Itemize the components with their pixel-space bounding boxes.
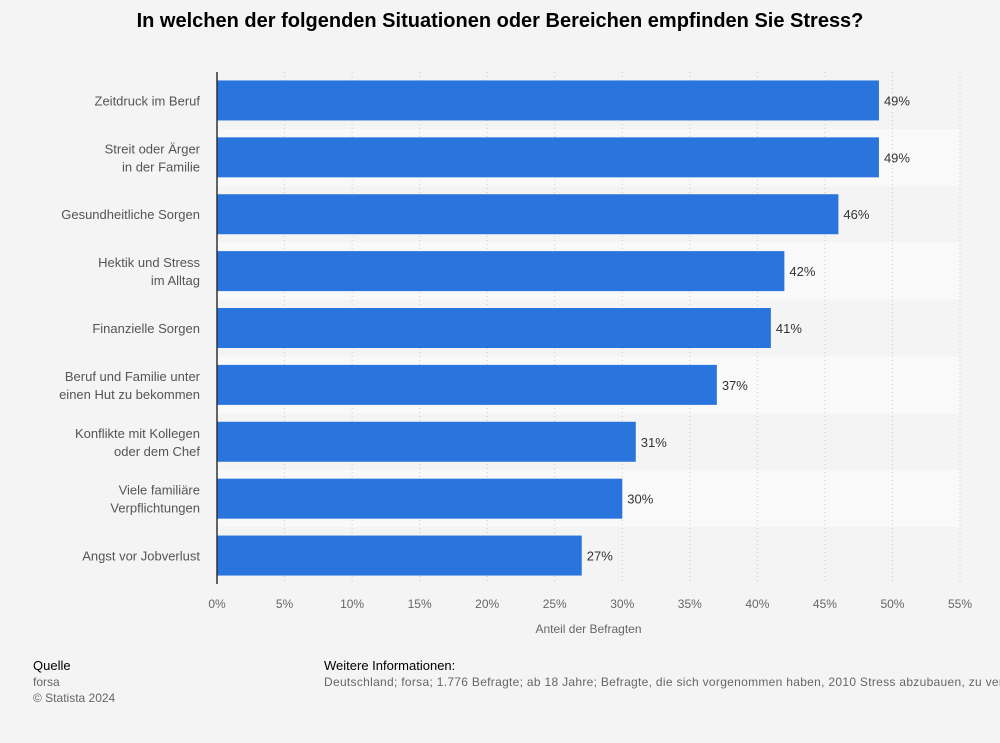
value-label: 49% <box>884 93 910 108</box>
x-tick-label: 25% <box>543 597 567 611</box>
x-axis-title: Anteil der Befragten <box>535 622 641 636</box>
category-label: Beruf und Familie unter einen Hut zu beko… <box>59 369 201 402</box>
x-tick-label: 10% <box>340 597 364 611</box>
copyright: © Statista 2024 <box>33 691 116 705</box>
x-tick-label: 20% <box>475 597 499 611</box>
bar <box>217 194 839 235</box>
category-label: Streit oder Ärger in der Familie <box>105 141 201 174</box>
value-label: 42% <box>789 264 815 279</box>
value-label: 37% <box>722 378 748 393</box>
category-label: Finanzielle Sorgen <box>92 321 200 336</box>
category-label: Angst vor Jobverlust <box>82 549 200 564</box>
bar <box>217 137 879 178</box>
x-tick-label: 15% <box>408 597 432 611</box>
bar <box>217 308 771 348</box>
source-name: forsa <box>33 675 60 689</box>
info-text: Deutschland; forsa; 1.776 Befragte; ab 1… <box>324 675 1000 689</box>
bar <box>217 421 636 462</box>
chart-title: In welchen der folgenden Situationen ode… <box>136 10 864 32</box>
bar <box>217 80 879 121</box>
x-tick-label: 30% <box>610 597 634 611</box>
x-tick-label: 55% <box>948 597 972 611</box>
bar <box>217 251 785 292</box>
bar <box>217 478 623 519</box>
bar <box>217 535 582 576</box>
source-heading: Quelle <box>33 658 71 673</box>
bar <box>217 364 717 405</box>
x-tick-label: 0% <box>208 597 226 611</box>
bar-chart: 49% Zeitdruck im Beruf 49% Streit oder Ärge… <box>59 72 972 636</box>
x-tick-label: 5% <box>276 597 294 611</box>
value-label: 49% <box>884 150 910 165</box>
category-label: Gesundheitliche Sorgen <box>61 207 200 222</box>
value-label: 31% <box>641 435 667 450</box>
x-tick-label: 50% <box>880 597 904 611</box>
value-label: 46% <box>843 207 869 222</box>
source-section: Quelle forsa © Statista 2024 <box>33 658 115 706</box>
info-section: Weitere Informationen: Deutschland; fors… <box>324 658 1000 690</box>
value-label: 41% <box>776 321 802 336</box>
category-label: Konflikte mit Kollegen oder dem Chef <box>75 426 200 459</box>
x-tick-label: 35% <box>678 597 702 611</box>
x-tick-label: 45% <box>813 597 837 611</box>
category-label: Hektik und Stress im Alltag <box>98 255 200 288</box>
x-tick-label: 40% <box>745 597 769 611</box>
value-label: 27% <box>587 549 613 564</box>
category-label: Zeitdruck im Beruf <box>95 93 201 108</box>
value-label: 30% <box>627 492 653 507</box>
info-heading: Weitere Informationen: <box>324 658 456 673</box>
category-label: Viele familiäre Verpflichtungen <box>110 483 200 516</box>
